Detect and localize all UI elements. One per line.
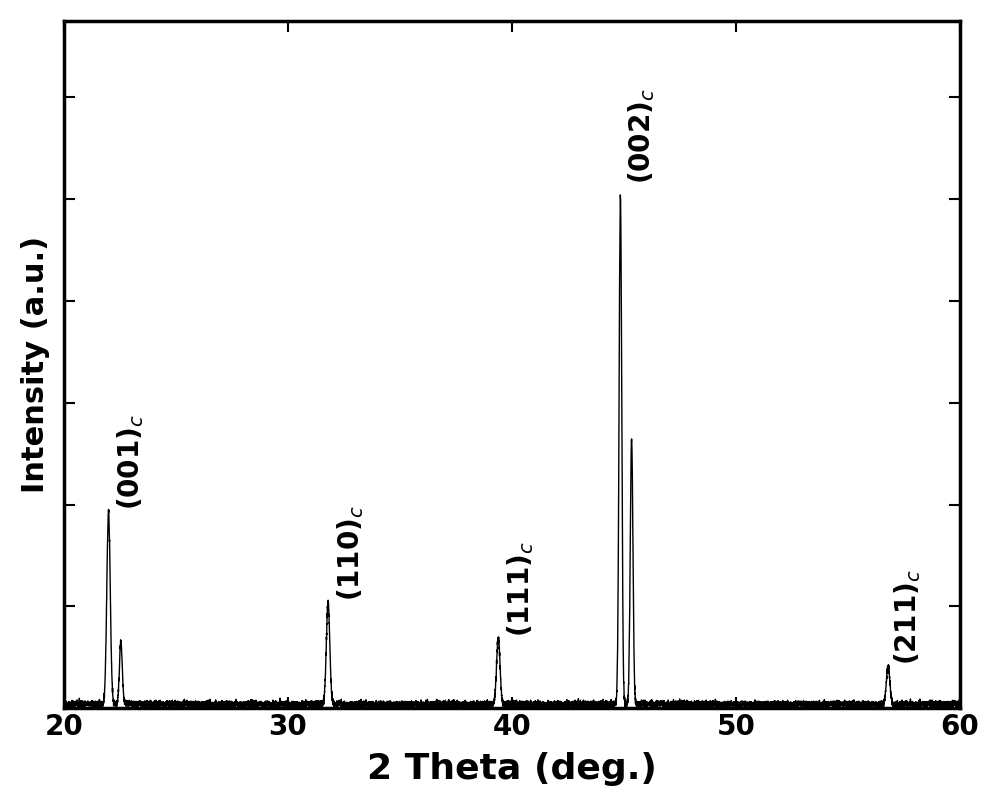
Text: (001)$_c$: (001)$_c$	[115, 414, 146, 510]
Text: (002)$_c$: (002)$_c$	[626, 88, 657, 184]
Y-axis label: Intensity (a.u.): Intensity (a.u.)	[21, 236, 50, 493]
Text: (211)$_c$: (211)$_c$	[893, 569, 923, 665]
Text: (111)$_c$: (111)$_c$	[505, 541, 536, 637]
X-axis label: 2 Theta (deg.): 2 Theta (deg.)	[367, 752, 657, 786]
Text: (110)$_c$: (110)$_c$	[335, 505, 366, 601]
